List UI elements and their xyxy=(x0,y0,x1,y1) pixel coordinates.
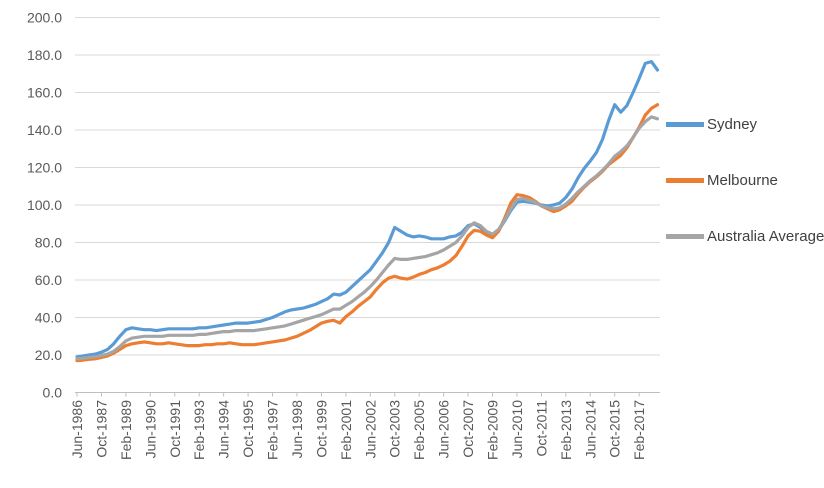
legend-item-australia-average: Australia Average xyxy=(666,229,824,244)
svg-text:120.0: 120.0 xyxy=(27,160,62,176)
svg-text:100.0: 100.0 xyxy=(27,197,62,213)
svg-text:60.0: 60.0 xyxy=(35,272,62,288)
svg-text:Jun-2006: Jun-2006 xyxy=(436,400,452,459)
legend-swatch-australia-average xyxy=(666,234,704,239)
svg-text:Feb-1997: Feb-1997 xyxy=(265,400,281,460)
legend-label-australia-average: Australia Average xyxy=(707,228,824,245)
svg-text:180.0: 180.0 xyxy=(27,47,62,63)
legend-swatch-melbourne xyxy=(666,178,704,183)
legend-label-melbourne: Melbourne xyxy=(707,172,778,189)
svg-text:0.0: 0.0 xyxy=(43,385,63,401)
svg-text:Oct-1991: Oct-1991 xyxy=(167,400,183,458)
svg-text:Oct-2003: Oct-2003 xyxy=(387,400,403,458)
svg-text:20.0: 20.0 xyxy=(35,347,62,363)
svg-text:Jun-2014: Jun-2014 xyxy=(582,400,598,459)
svg-text:Oct-2007: Oct-2007 xyxy=(460,400,476,458)
series-line-melbourne xyxy=(75,103,660,363)
series-line-sydney xyxy=(75,59,660,359)
svg-text:Jun-2002: Jun-2002 xyxy=(362,400,378,459)
svg-text:Oct-1999: Oct-1999 xyxy=(313,400,329,458)
svg-text:200.0: 200.0 xyxy=(27,10,62,26)
svg-text:Jun-1990: Jun-1990 xyxy=(142,400,158,459)
series-lines xyxy=(75,59,660,363)
svg-text:Feb-2017: Feb-2017 xyxy=(631,400,647,460)
series-line-australia-average xyxy=(75,115,660,361)
svg-text:Feb-1989: Feb-1989 xyxy=(118,400,134,460)
legend-item-sydney: Sydney xyxy=(666,117,757,132)
legend-item-melbourne: Melbourne xyxy=(666,173,778,188)
svg-text:80.0: 80.0 xyxy=(35,235,62,251)
x-axis-labels: Jun-1986 Oct-1987 Feb-1989 Jun-1990 Oct-1991… xyxy=(69,400,647,460)
svg-text:Jun-1994: Jun-1994 xyxy=(216,400,232,459)
svg-text:Feb-2009: Feb-2009 xyxy=(485,400,501,460)
svg-text:140.0: 140.0 xyxy=(27,122,62,138)
svg-text:160.0: 160.0 xyxy=(27,85,62,101)
x-axis xyxy=(75,392,660,397)
svg-text:Feb-2001: Feb-2001 xyxy=(338,400,354,460)
svg-text:Feb-2013: Feb-2013 xyxy=(558,400,574,460)
svg-text:Oct-1987: Oct-1987 xyxy=(93,400,109,458)
svg-text:40.0: 40.0 xyxy=(35,310,62,326)
svg-text:Jun-1998: Jun-1998 xyxy=(289,400,305,459)
gridlines xyxy=(75,17,660,356)
legend-label-sydney: Sydney xyxy=(707,116,758,133)
svg-text:Jun-2010: Jun-2010 xyxy=(509,400,525,459)
svg-text:Feb-1993: Feb-1993 xyxy=(191,400,207,460)
y-axis-labels: 0.0 20.0 40.0 60.0 80.0 100.0 120.0 140.0 160.0 1… xyxy=(27,10,62,401)
svg-text:Oct-2011: Oct-2011 xyxy=(533,400,549,457)
svg-text:Oct-1995: Oct-1995 xyxy=(240,400,256,458)
svg-text:Oct-2015: Oct-2015 xyxy=(607,400,623,458)
svg-text:Feb-2005: Feb-2005 xyxy=(411,400,427,460)
legend-swatch-sydney xyxy=(666,122,704,127)
svg-text:Jun-1986: Jun-1986 xyxy=(69,400,85,459)
